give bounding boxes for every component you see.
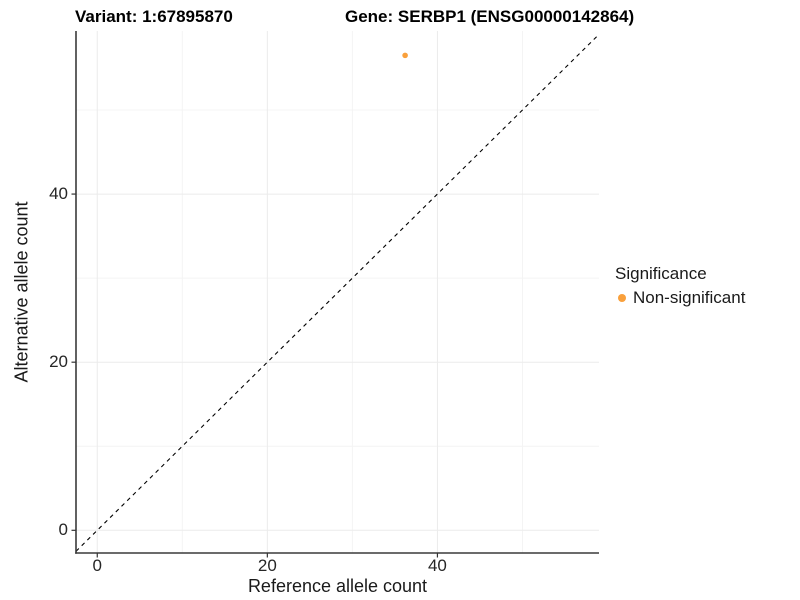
y-tick-label: 0 xyxy=(58,520,68,540)
legend-item: Non-significant xyxy=(615,288,745,308)
plot-title-gene: Gene: SERBP1 (ENSG00000142864) xyxy=(345,7,635,26)
x-tick-label: 20 xyxy=(257,556,277,575)
x-tick-label: 40 xyxy=(427,556,447,575)
legend-items: Non-significant xyxy=(615,288,745,308)
identity-reference-line xyxy=(75,33,600,552)
y-axis-tick-labels: 0 20 40 xyxy=(36,0,68,600)
legend-title: Significance xyxy=(615,264,707,283)
y-tick-label: 20 xyxy=(49,352,68,372)
legend: Significance Non-significant xyxy=(615,263,745,308)
y-axis-title: Alternative allele count xyxy=(11,201,32,383)
x-axis-title: Reference allele count xyxy=(247,576,428,596)
legend-item-label: Non-significant xyxy=(633,288,746,307)
x-tick-label: 0 xyxy=(92,556,102,575)
data-point xyxy=(402,52,408,59)
y-tick-label: 40 xyxy=(49,184,68,204)
legend-key-dot-icon xyxy=(618,294,626,302)
plot-title-variant: Variant: 1:67895870 xyxy=(75,7,233,26)
